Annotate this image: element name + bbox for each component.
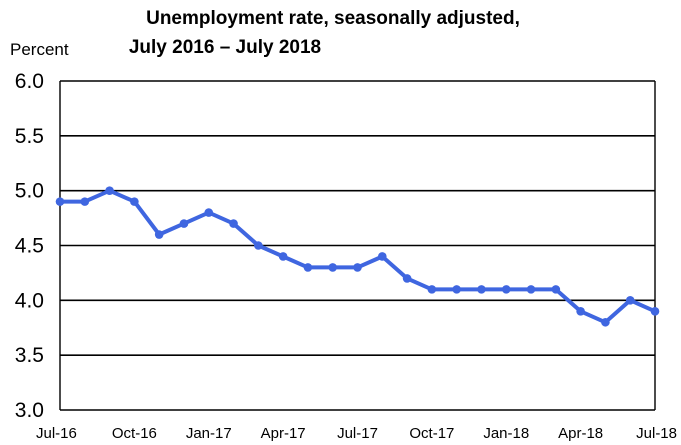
y-tick-label: 3.0: [15, 399, 44, 422]
data-point: [551, 285, 561, 294]
y-axis-label: Percent: [10, 40, 69, 59]
y-tick-label: 4.5: [15, 235, 44, 258]
data-point: [452, 285, 461, 294]
y-tick-label: 6.0: [15, 70, 44, 93]
x-tick-label: Oct-16: [112, 425, 157, 442]
data-point: [55, 197, 65, 206]
data-point: [501, 285, 511, 294]
data-point: [601, 317, 610, 327]
x-tick-label: Oct-17: [409, 425, 454, 442]
data-point: [353, 263, 362, 272]
x-tick-label: Jan-18: [483, 425, 529, 442]
data-point: [204, 208, 214, 217]
data-point: [254, 241, 263, 250]
y-tick-label: 5.5: [15, 125, 44, 148]
data-point: [105, 186, 114, 195]
data-point: [278, 252, 288, 261]
data-point: [650, 307, 660, 316]
chart-title-line-2: July 2016 – July 2018: [129, 37, 321, 58]
data-point: [80, 197, 90, 206]
chart-title-line-1: Unemployment rate, seasonally adjusted,: [146, 8, 520, 29]
data-point: [625, 296, 635, 305]
x-tick-label: Apr-18: [558, 425, 603, 442]
y-tick-label: 3.5: [15, 344, 44, 367]
data-point: [179, 219, 189, 228]
y-tick-label: 4.0: [15, 289, 44, 312]
data-point: [477, 285, 486, 294]
data-point: [328, 263, 338, 272]
x-tick-label: Jan-17: [186, 425, 232, 442]
data-point: [377, 252, 387, 261]
x-tick-label: Apr-17: [261, 425, 306, 442]
series-line: [58, 188, 657, 325]
y-tick-label: 5.0: [15, 180, 44, 203]
data-point: [229, 219, 238, 228]
x-tick-label: Jul-16: [36, 425, 77, 442]
data-point: [526, 285, 536, 294]
x-tick-label: Jul-18: [636, 425, 677, 442]
data-point: [130, 197, 139, 206]
data-point: [303, 263, 313, 272]
data-point: [576, 307, 585, 316]
data-point: [154, 230, 164, 239]
data-point: [427, 285, 437, 294]
x-tick-label: Jul-17: [337, 425, 378, 442]
data-point: [402, 274, 412, 283]
